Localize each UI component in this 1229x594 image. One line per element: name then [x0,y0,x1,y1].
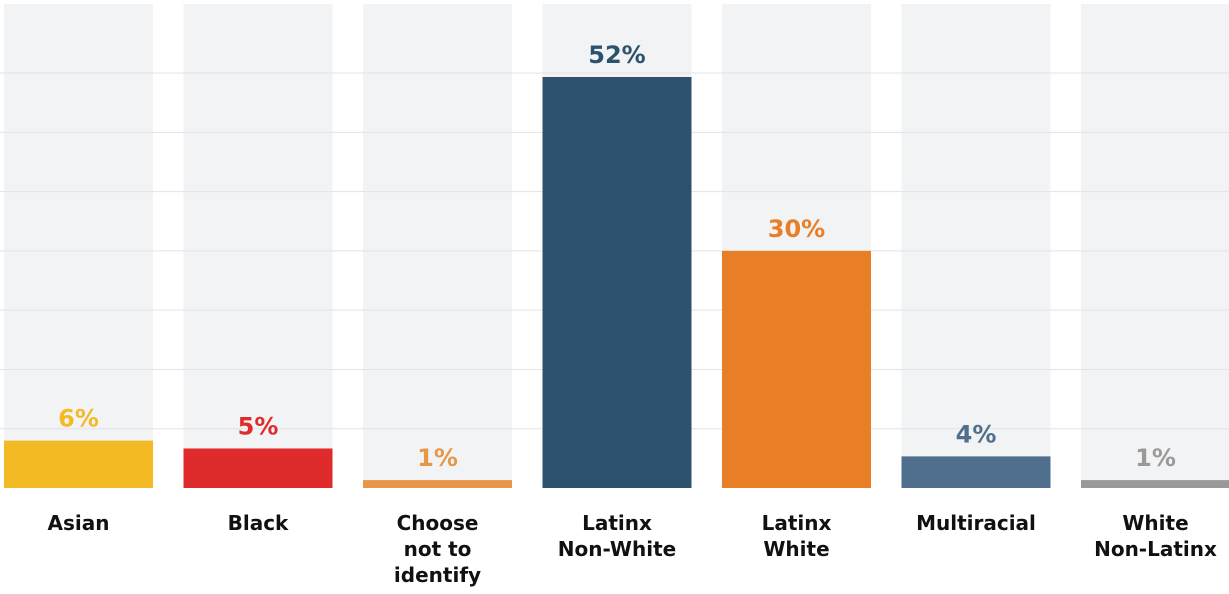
column-background [901,4,1051,488]
bar [363,480,512,488]
category-label: Latinx [762,511,832,535]
column-background [4,4,153,488]
column-background [1081,4,1229,488]
column-background [183,4,333,488]
value-label: 1% [1135,444,1176,472]
category-label: White [1122,511,1188,535]
category-label: Multiracial [916,511,1036,535]
category-label: Non-Latinx [1094,537,1217,561]
value-label: 6% [58,405,99,433]
category-label: Asian [48,511,110,535]
value-label: 52% [588,41,645,69]
value-label: 4% [956,420,997,448]
bar [4,440,153,488]
category-label: Non-White [558,537,676,561]
value-label: 1% [417,444,458,472]
category-label: Black [228,511,289,535]
bar [1081,480,1229,488]
category-label: not to [404,537,472,561]
category-label: Latinx [582,511,652,535]
category-label: White [763,537,829,561]
category-label: Choose [397,511,479,535]
bar [183,448,333,488]
column-background [363,4,512,488]
bars [4,77,1229,488]
bar [722,250,871,488]
bar [542,77,692,488]
category-label: identify [394,563,481,587]
value-labels: 6% 5% 1% 52% 30% 4% 1% [58,41,1176,472]
bar [901,456,1051,488]
value-label: 5% [238,412,279,440]
value-label: 30% [768,215,825,243]
